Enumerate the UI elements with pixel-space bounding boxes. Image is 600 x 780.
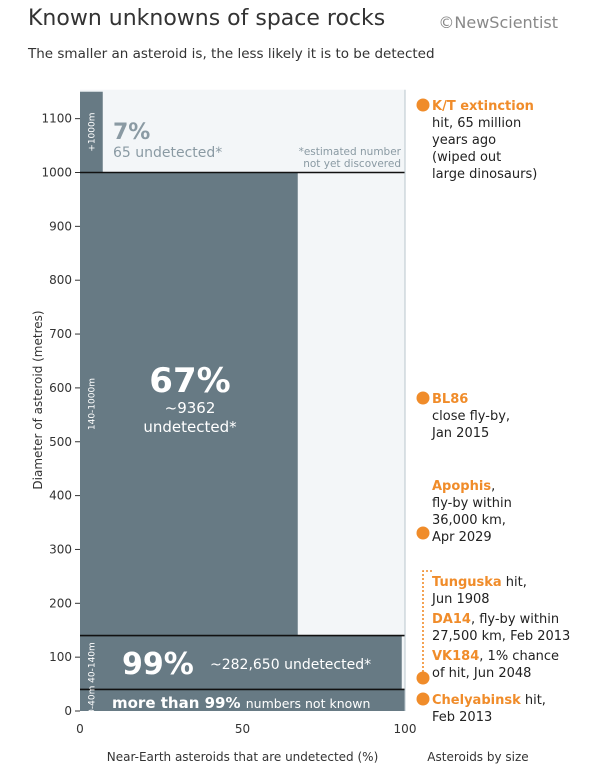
bar-label-percent: 99% bbox=[122, 647, 194, 682]
event-dot bbox=[416, 526, 430, 540]
y-tick-label: 1100 bbox=[41, 112, 72, 126]
x-tick-label: 100 bbox=[394, 722, 417, 736]
x-tick-label: 0 bbox=[76, 722, 84, 736]
bar-label-count: ~9362 bbox=[165, 399, 216, 417]
y-tick-label: 400 bbox=[49, 489, 72, 503]
event-dot bbox=[416, 671, 430, 685]
y-tick-label: 600 bbox=[49, 381, 72, 395]
event-label: Apophis, bbox=[432, 479, 495, 494]
chart-title: Known unknowns of space rocks bbox=[28, 6, 386, 31]
bar-label-count: 65 undetected* bbox=[113, 145, 222, 161]
event-label: Tunguska hit, bbox=[432, 575, 527, 590]
event-connector-line bbox=[422, 570, 432, 680]
band-label-+1000m: +1000m bbox=[88, 113, 98, 152]
bar-label-percent: more than 99% numbers not known bbox=[112, 694, 370, 712]
event-label: VK184, 1% chance bbox=[432, 649, 559, 664]
event-detail: of hit, Jun 2048 bbox=[432, 666, 531, 681]
event-label: BL86 bbox=[432, 392, 468, 407]
y-tick-label: 800 bbox=[49, 273, 72, 287]
chart-subtitle: The smaller an asteroid is, the less lik… bbox=[28, 46, 435, 62]
y-tick-label: 300 bbox=[49, 542, 72, 556]
footnote-line1: *estimated number bbox=[299, 146, 402, 158]
bar-0-40m bbox=[80, 689, 405, 711]
band-label-40-140m: 40-140m bbox=[88, 642, 98, 683]
bar-label-count: undetected* bbox=[143, 418, 237, 436]
y-axis-title: Diameter of asteroid (metres) bbox=[31, 310, 45, 489]
bar-+1000m bbox=[80, 91, 103, 173]
y-tick-label: 200 bbox=[49, 596, 72, 610]
event-detail: large dinosaurs) bbox=[432, 167, 537, 182]
event-detail: 36,000 km, bbox=[432, 513, 506, 528]
y-tick-label: 1000 bbox=[41, 166, 72, 180]
event-label: K/T extinction bbox=[432, 99, 534, 114]
x-axis-title: Near-Earth asteroids that are undetected… bbox=[107, 750, 379, 764]
bar-label-percent: 7% bbox=[113, 120, 150, 145]
event-detail: 27,500 km, Feb 2013 bbox=[432, 629, 570, 644]
event-dot bbox=[416, 391, 430, 405]
event-detail: Feb 2013 bbox=[432, 710, 492, 725]
event-label: DA14, fly-by within bbox=[432, 612, 559, 627]
y-tick-label: 0 bbox=[64, 704, 72, 718]
event-detail: hit, 65 million bbox=[432, 116, 521, 131]
event-detail: years ago bbox=[432, 133, 496, 148]
footnote-line2: not yet discovered bbox=[303, 158, 401, 170]
band-label-140-1000m: 140-1000m bbox=[88, 378, 98, 430]
y-tick-label: 500 bbox=[49, 435, 72, 449]
event-label: Chelyabinsk hit, bbox=[432, 693, 546, 708]
event-detail: fly-by within bbox=[432, 496, 512, 511]
event-detail: close fly-by, bbox=[432, 409, 510, 424]
y-tick-label: 700 bbox=[49, 327, 72, 341]
side-axis-title: Asteroids by size bbox=[427, 750, 528, 764]
band-label-0-40m: 0-40m bbox=[88, 686, 98, 715]
event-dot bbox=[416, 692, 430, 706]
event-detail: Jan 2015 bbox=[431, 426, 489, 441]
brand-logo: ©NewScientist bbox=[438, 13, 558, 32]
y-tick-label: 900 bbox=[49, 219, 72, 233]
event-detail: Jun 1908 bbox=[431, 592, 490, 607]
y-tick-label: 100 bbox=[49, 650, 72, 664]
bar-label-count: ~282,650 undetected* bbox=[210, 657, 371, 673]
event-dot bbox=[416, 98, 430, 112]
bar-label-percent: 67% bbox=[149, 361, 230, 401]
bar-40-140m bbox=[80, 635, 402, 690]
bar-140-1000m bbox=[80, 172, 298, 636]
event-detail: Apr 2029 bbox=[432, 530, 492, 545]
event-detail: (wiped out bbox=[432, 150, 501, 165]
x-tick-label: 50 bbox=[235, 722, 250, 736]
